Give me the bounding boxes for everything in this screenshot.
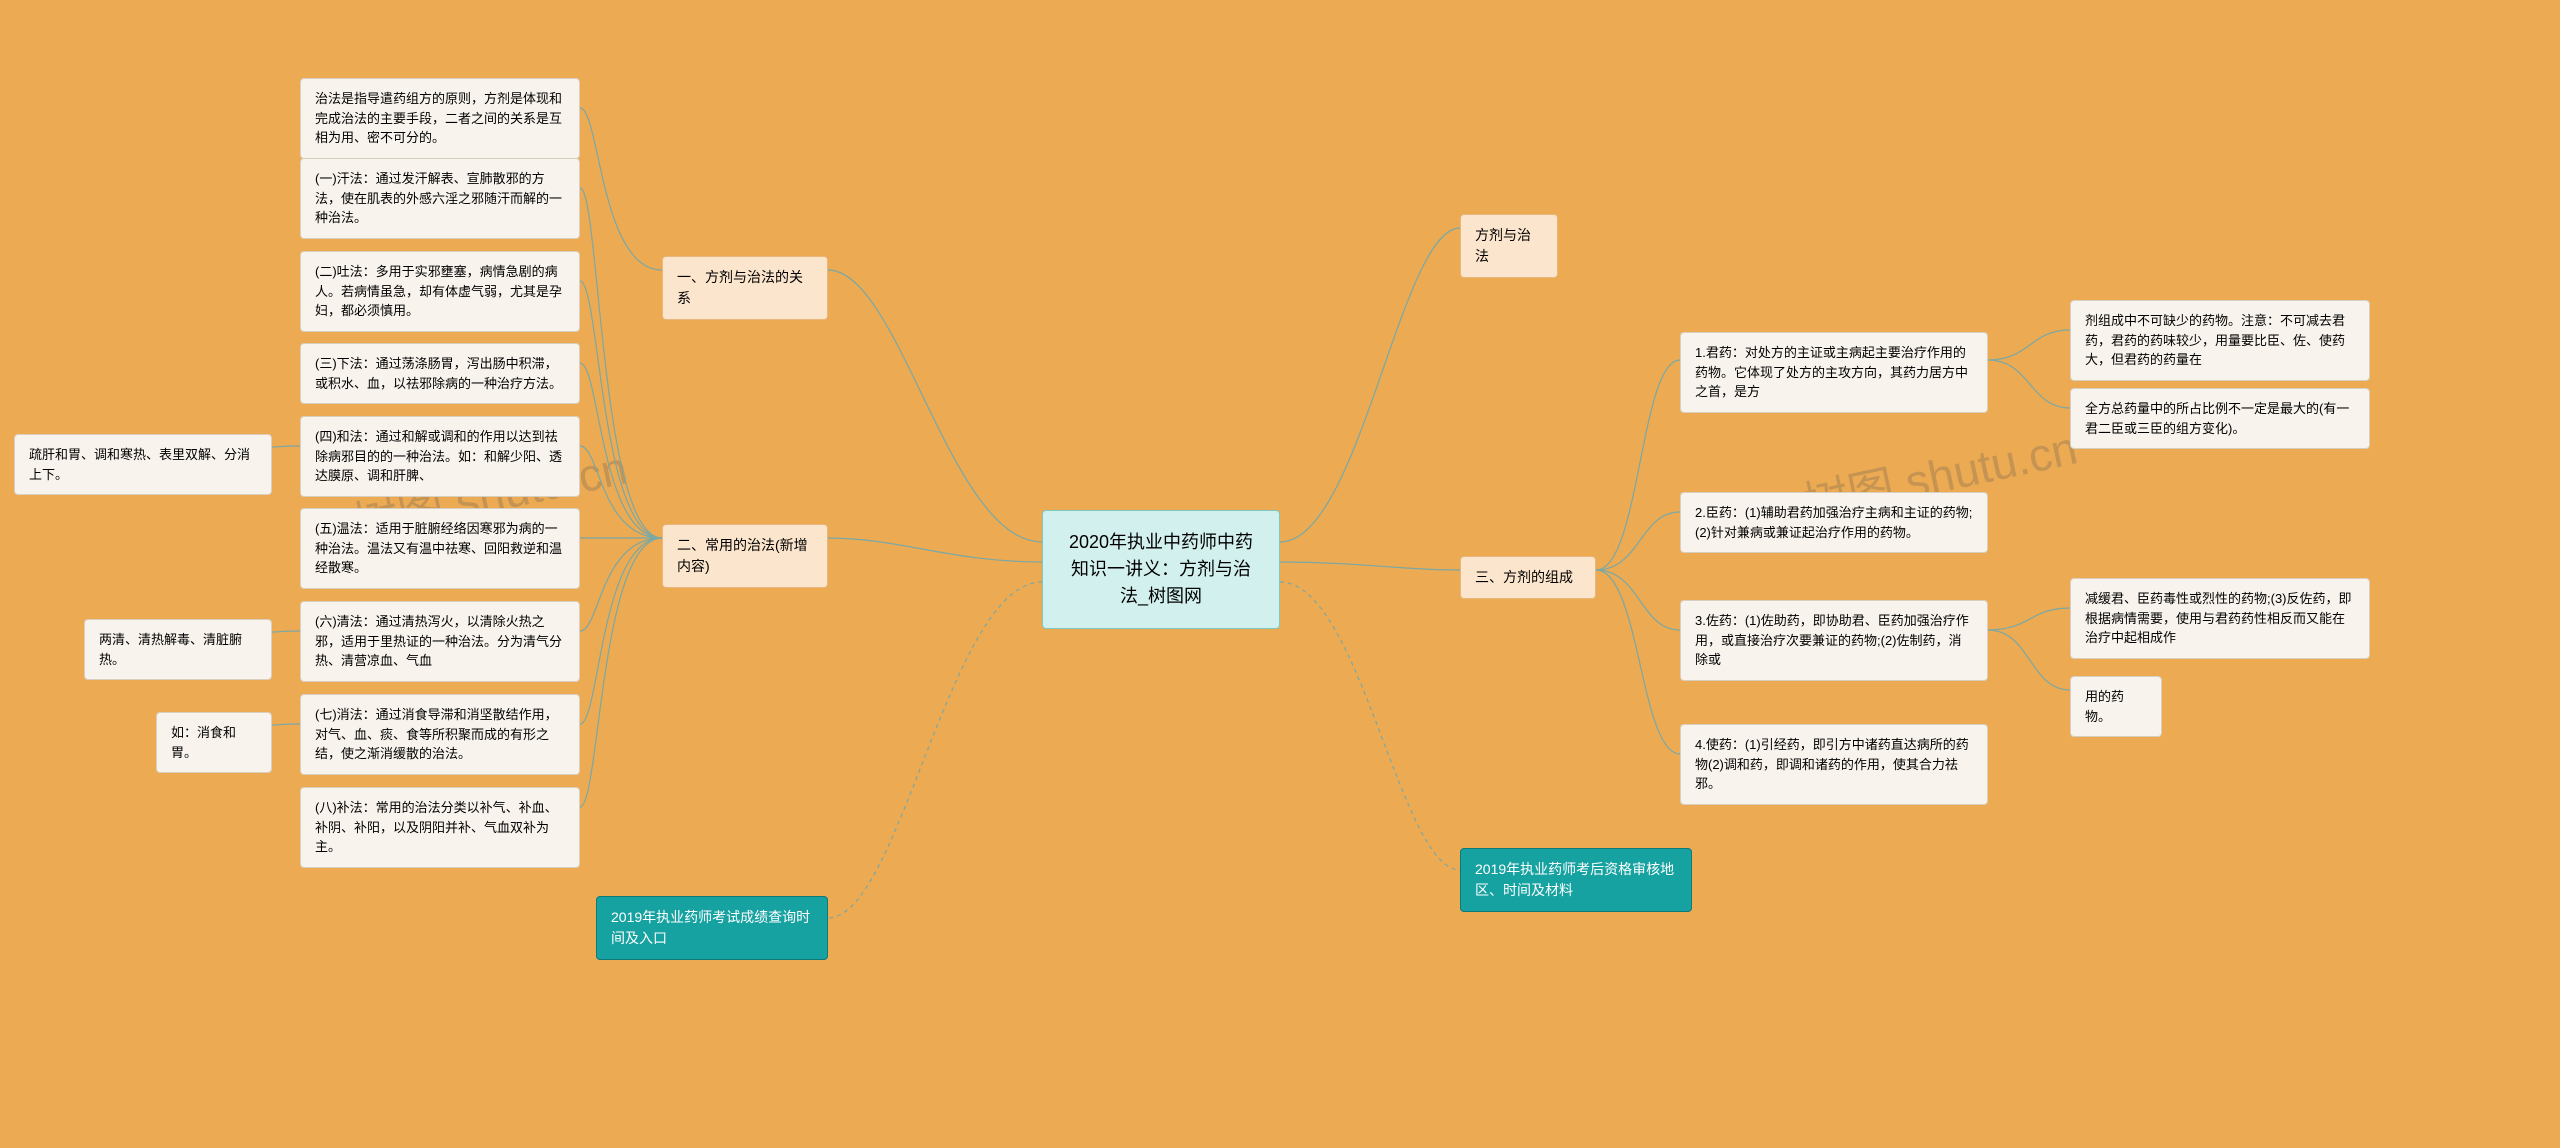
leaf-r2d: 4.使药：(1)引经药，即引方中诸药直达病所的药物(2)调和药，即调和诸药的作用… bbox=[1680, 724, 1988, 805]
leaf-l2f-sub: 两清、清热解毒、清脏腑热。 bbox=[84, 619, 272, 680]
branch-left-3: 2019年执业药师考试成绩查询时间及入口 bbox=[596, 896, 828, 960]
branch-left-2: 二、常用的治法(新增内容) bbox=[662, 524, 828, 588]
branch-right-1: 方剂与治法 bbox=[1460, 214, 1558, 278]
branch-left-1: 一、方剂与治法的关系 bbox=[662, 256, 828, 320]
leaf-l1: 治法是指导遣药组方的原则，方剂是体现和完成治法的主要手段，二者之间的关系是互相为… bbox=[300, 78, 580, 159]
leaf-l2c: (三)下法：通过荡涤肠胃，泻出肠中积滞，或积水、血，以祛邪除病的一种治疗方法。 bbox=[300, 343, 580, 404]
leaf-l2b: (二)吐法：多用于实邪壅塞，病情急剧的病人。若病情虽急，却有体虚气弱，尤其是孕妇… bbox=[300, 251, 580, 332]
leaf-r2a: 1.君药：对处方的主证或主病起主要治疗作用的药物。它体现了处方的主攻方向，其药力… bbox=[1680, 332, 1988, 413]
leaf-r2c: 3.佐药：(1)佐助药，即协助君、臣药加强治疗作用，或直接治疗次要兼证的药物;(… bbox=[1680, 600, 1988, 681]
leaf-r2c-sub2: 用的药物。 bbox=[2070, 676, 2162, 737]
leaf-l2f: (六)清法：通过清热泻火，以清除火热之邪，适用于里热证的一种治法。分为清气分热、… bbox=[300, 601, 580, 682]
leaf-l2a: (一)汗法：通过发汗解表、宣肺散邪的方法，使在肌表的外感六淫之邪随汗而解的一种治… bbox=[300, 158, 580, 239]
leaf-r2b: 2.臣药：(1)辅助君药加强治疗主病和主证的药物;(2)针对兼病或兼证起治疗作用… bbox=[1680, 492, 1988, 553]
root-node: 2020年执业中药师中药知识一讲义：方剂与治法_树图网 bbox=[1042, 510, 1280, 629]
branch-right-3: 2019年执业药师考后资格审核地区、时间及材料 bbox=[1460, 848, 1692, 912]
branch-right-2: 三、方剂的组成 bbox=[1460, 556, 1596, 599]
leaf-r2c-sub1: 减缓君、臣药毒性或烈性的药物;(3)反佐药，即根据病情需要，使用与君药药性相反而… bbox=[2070, 578, 2370, 659]
leaf-l2g-sub: 如：消食和胃。 bbox=[156, 712, 272, 773]
leaf-r2a-sub1: 剂组成中不可缺少的药物。注意：不可减去君药，君药的药味较少，用量要比臣、佐、使药… bbox=[2070, 300, 2370, 381]
leaf-l2g: (七)消法：通过消食导滞和消坚散结作用，对气、血、痰、食等所积聚而成的有形之结，… bbox=[300, 694, 580, 775]
leaf-l2h: (八)补法：常用的治法分类以补气、补血、补阴、补阳，以及阴阳并补、气血双补为主。 bbox=[300, 787, 580, 868]
leaf-l2d: (四)和法：通过和解或调和的作用以达到祛除病邪目的的一种治法。如：和解少阳、透达… bbox=[300, 416, 580, 497]
leaf-l2e: (五)温法：适用于脏腑经络因寒邪为病的一种治法。温法又有温中祛寒、回阳救逆和温经… bbox=[300, 508, 580, 589]
leaf-r2a-sub2: 全方总药量中的所占比例不一定是最大的(有一君二臣或三臣的组方变化)。 bbox=[2070, 388, 2370, 449]
leaf-l2d-sub: 疏肝和胃、调和寒热、表里双解、分消上下。 bbox=[14, 434, 272, 495]
